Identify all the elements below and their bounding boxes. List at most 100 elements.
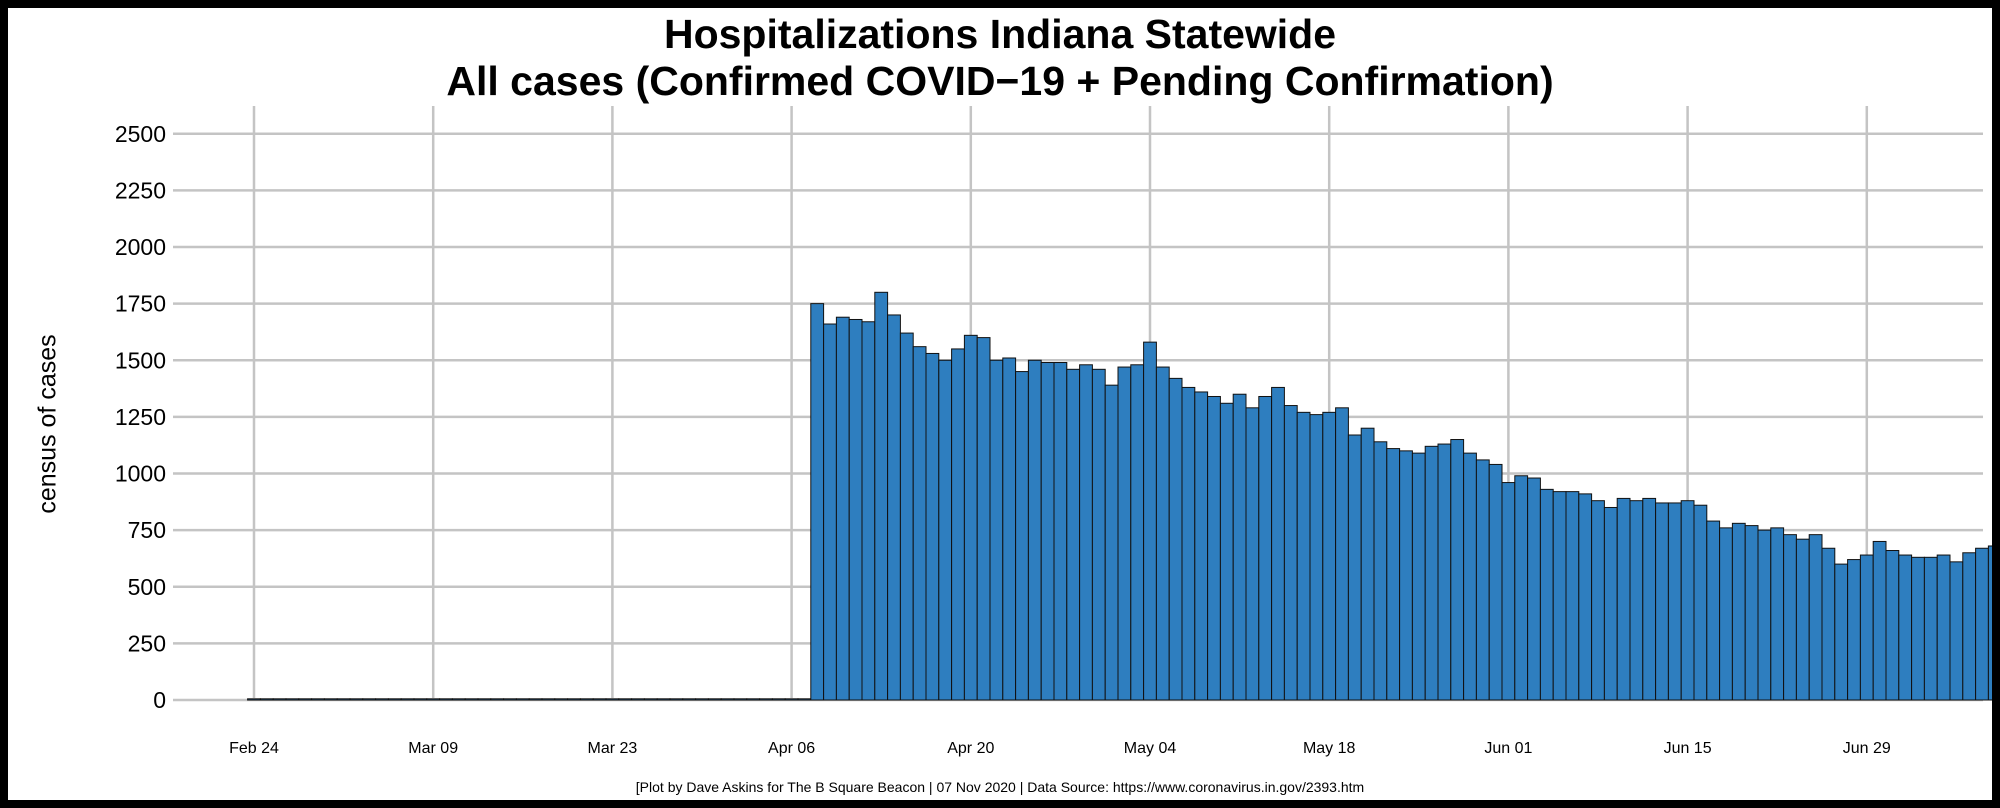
x-tick-label: Jun 29 <box>1843 740 1891 757</box>
bar <box>477 698 492 701</box>
y-tick-label: 0 <box>153 687 166 713</box>
bar <box>1565 491 1580 701</box>
bar <box>989 359 1004 701</box>
x-tick-label: Feb 24 <box>229 740 279 757</box>
bar <box>259 698 274 701</box>
bar <box>336 698 351 701</box>
bar <box>1642 497 1657 701</box>
y-tick-label: 2000 <box>115 234 166 260</box>
bar <box>1373 441 1388 701</box>
bar <box>413 698 428 701</box>
x-tick-label: Mar 09 <box>408 740 458 757</box>
bar <box>247 698 261 701</box>
plot-area: 0 250 500 750 1000 1250 1500 1750 2000 2250 2500 F… <box>115 106 1992 757</box>
bar <box>1552 491 1567 701</box>
bar <box>1040 362 1055 701</box>
bar <box>1744 525 1759 701</box>
bar <box>695 698 709 701</box>
bar <box>426 698 441 701</box>
y-tick-label: 750 <box>128 517 166 543</box>
bar <box>1770 527 1785 701</box>
bar <box>1015 371 1029 701</box>
bar <box>631 698 645 701</box>
y-tick-label: 2500 <box>115 121 166 147</box>
bar <box>810 303 825 701</box>
bar <box>1603 506 1618 701</box>
bar <box>951 348 965 701</box>
bar <box>643 698 658 701</box>
bar <box>1335 407 1349 701</box>
y-axis-ticks: 0 250 500 750 1000 1250 1500 1750 2000 2250 2500 <box>115 121 166 713</box>
x-tick-label: May 18 <box>1303 740 1356 757</box>
bar <box>349 698 364 701</box>
bar <box>1616 497 1631 701</box>
bar <box>1962 552 1977 701</box>
bar <box>375 698 389 701</box>
bar <box>1475 459 1490 701</box>
bar <box>528 698 543 701</box>
bar <box>567 698 581 701</box>
bar <box>1258 395 1273 701</box>
bar <box>1911 556 1925 701</box>
bar <box>1731 522 1746 701</box>
y-tick-label: 500 <box>128 574 166 600</box>
bar <box>1002 357 1017 701</box>
bar <box>311 698 325 701</box>
bar <box>1757 529 1772 701</box>
bar <box>1411 452 1426 701</box>
bar <box>912 346 927 701</box>
bar <box>1117 366 1132 701</box>
bar <box>1424 445 1439 701</box>
bar <box>1719 527 1733 701</box>
bar <box>1629 500 1644 701</box>
y-tick-label: 2250 <box>115 177 166 203</box>
y-tick-label: 1500 <box>115 347 166 373</box>
x-tick-label: Apr 20 <box>947 740 994 757</box>
bar <box>656 698 671 701</box>
bar <box>1360 427 1375 701</box>
bar <box>285 698 300 701</box>
bar <box>1104 384 1119 701</box>
bar <box>541 698 556 701</box>
bar <box>848 318 863 701</box>
bar <box>707 698 722 701</box>
bar <box>1795 538 1810 701</box>
bar <box>1079 364 1093 701</box>
bar <box>1885 550 1900 701</box>
bar <box>976 337 991 701</box>
y-tick-label: 1000 <box>115 461 166 487</box>
bar <box>1706 520 1721 701</box>
bar <box>272 698 287 701</box>
bar <box>1450 439 1465 701</box>
bar <box>1399 450 1413 701</box>
bar <box>925 352 940 701</box>
chart-title: Hospitalizations Indiana Statewide <box>663 11 1337 57</box>
bar <box>1232 393 1247 701</box>
bar <box>1527 477 1541 701</box>
bar <box>387 698 402 701</box>
bar <box>733 698 748 701</box>
bar <box>298 698 313 701</box>
chart-panel: Hospitalizations Indiana Statewide All c… <box>8 8 1992 800</box>
bar <box>362 698 377 701</box>
x-tick-label: Apr 06 <box>768 740 815 757</box>
bar <box>1591 500 1605 701</box>
bar <box>1219 402 1234 701</box>
bar <box>963 334 978 701</box>
bar <box>1488 463 1503 701</box>
bar <box>1271 386 1285 701</box>
bar <box>490 698 505 701</box>
bar <box>1847 559 1861 701</box>
bar <box>1386 448 1401 701</box>
bar <box>1859 554 1874 701</box>
bar <box>1309 414 1324 701</box>
bar <box>1578 493 1593 701</box>
bar <box>887 314 901 701</box>
bar <box>618 698 633 701</box>
bar <box>1872 540 1887 701</box>
bar <box>579 698 594 701</box>
bar <box>1463 452 1477 701</box>
x-tick-label: Jun 15 <box>1664 740 1712 757</box>
bar <box>451 698 466 701</box>
